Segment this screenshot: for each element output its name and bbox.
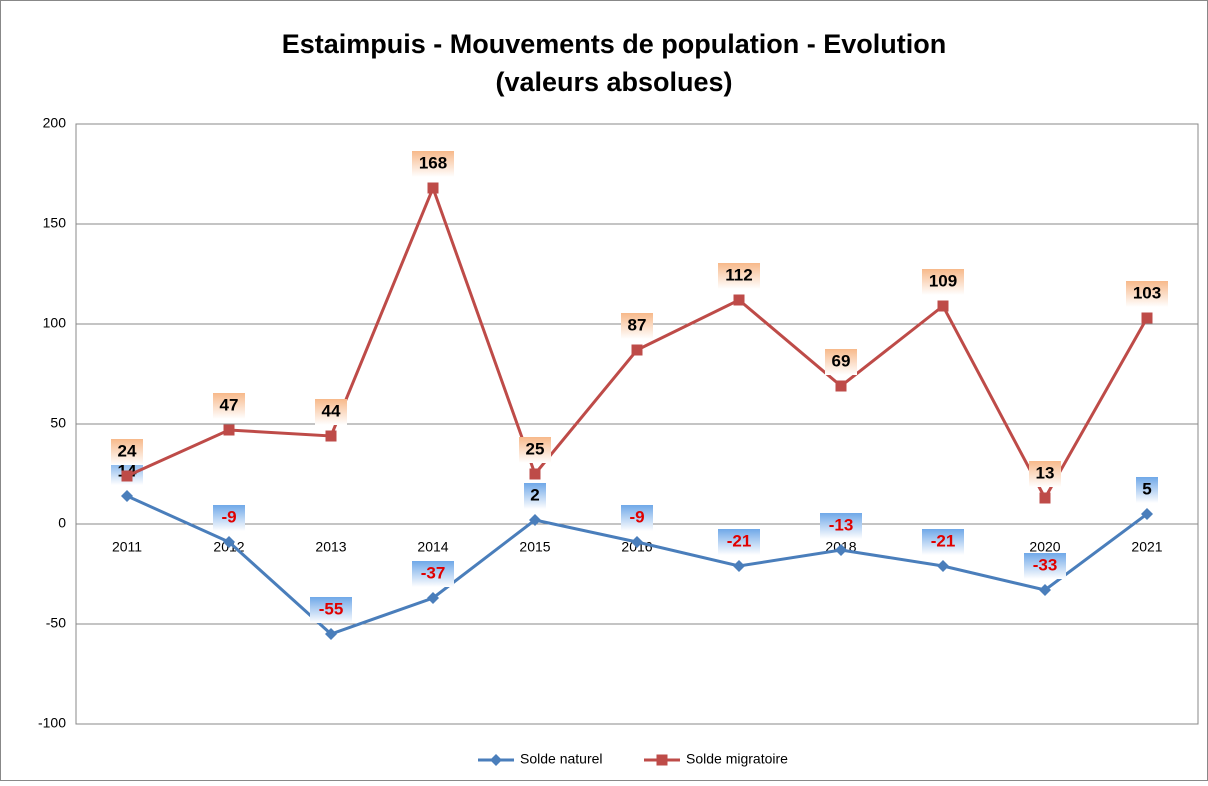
x-tick-label: 2011: [112, 539, 142, 555]
data-label-box: [213, 393, 245, 419]
data-label: -9: [221, 507, 236, 526]
data-label-box: [621, 505, 653, 531]
data-label-box: [519, 437, 551, 463]
marker: [1141, 312, 1153, 324]
marker: [656, 754, 668, 766]
data-label: 2: [530, 485, 539, 504]
marker: [937, 560, 949, 572]
data-label: 47: [220, 395, 239, 414]
data-label: -13: [829, 515, 854, 534]
data-label: 25: [526, 439, 545, 458]
data-label-box: [718, 263, 760, 289]
data-label: -33: [1033, 555, 1058, 574]
chart-title: Estaimpuis - Mouvements de population - …: [282, 29, 947, 59]
x-tick-label: 2013: [315, 539, 346, 555]
x-tick-label: 2020: [1029, 539, 1060, 555]
data-label-box: [825, 349, 857, 375]
marker: [121, 470, 133, 482]
data-label-box: [718, 529, 760, 555]
marker: [835, 544, 847, 556]
x-tick-label: 2014: [417, 539, 448, 555]
marker: [223, 424, 235, 436]
data-label: 69: [832, 351, 851, 370]
marker: [529, 468, 541, 480]
data-label: 103: [1133, 283, 1161, 302]
data-label: 109: [929, 271, 957, 290]
marker: [733, 560, 745, 572]
data-label-box: [1126, 281, 1168, 307]
data-label: -9: [629, 507, 644, 526]
data-label-box: [1136, 477, 1158, 503]
marker: [835, 380, 847, 392]
y-tick-label: -100: [38, 715, 66, 731]
x-tick-label: 2021: [1131, 539, 1162, 555]
data-label-box: [524, 483, 546, 509]
marker: [1039, 492, 1051, 504]
marker: [631, 536, 643, 548]
data-label-box: [310, 597, 352, 623]
marker: [937, 300, 949, 312]
data-label-box: [922, 529, 964, 555]
marker: [490, 754, 502, 766]
data-label-box: [111, 439, 143, 465]
marker: [529, 514, 541, 526]
data-label: 13: [1036, 463, 1055, 482]
data-label: 168: [419, 153, 447, 172]
data-label-box: [412, 561, 454, 587]
chart-title: (valeurs absolues): [495, 67, 732, 97]
y-tick-label: 0: [58, 515, 66, 531]
marker: [427, 182, 439, 194]
data-label: -55: [319, 599, 344, 618]
marker: [325, 430, 337, 442]
marker: [427, 592, 439, 604]
data-label: -21: [727, 531, 752, 550]
data-label-box: [213, 505, 245, 531]
data-label-box: [1029, 461, 1061, 487]
data-label: -37: [421, 563, 446, 582]
marker: [121, 490, 133, 502]
y-tick-label: 150: [43, 215, 67, 231]
y-tick-label: 100: [43, 315, 67, 331]
legend-label: Solde migratoire: [686, 751, 788, 767]
data-label-box: [1024, 553, 1066, 579]
marker: [1039, 584, 1051, 596]
data-label-box: [315, 399, 347, 425]
data-label-box: [621, 313, 653, 339]
data-label: 5: [1142, 479, 1151, 498]
y-tick-label: 50: [50, 415, 66, 431]
data-label-box: [922, 269, 964, 295]
marker: [733, 294, 745, 306]
data-label-box: [412, 151, 454, 177]
data-label: 87: [628, 315, 647, 334]
legend-label: Solde naturel: [520, 751, 603, 767]
marker: [631, 344, 643, 356]
data-label: 44: [322, 401, 341, 420]
data-label: 112: [725, 265, 752, 284]
marker: [325, 628, 337, 640]
marker: [1141, 508, 1153, 520]
data-label-box: [820, 513, 862, 539]
data-label: 24: [118, 441, 137, 460]
x-tick-label: 2015: [519, 539, 550, 555]
y-tick-label: 200: [43, 115, 67, 131]
marker: [223, 536, 235, 548]
y-tick-label: -50: [46, 615, 66, 631]
data-label: -21: [931, 531, 956, 550]
